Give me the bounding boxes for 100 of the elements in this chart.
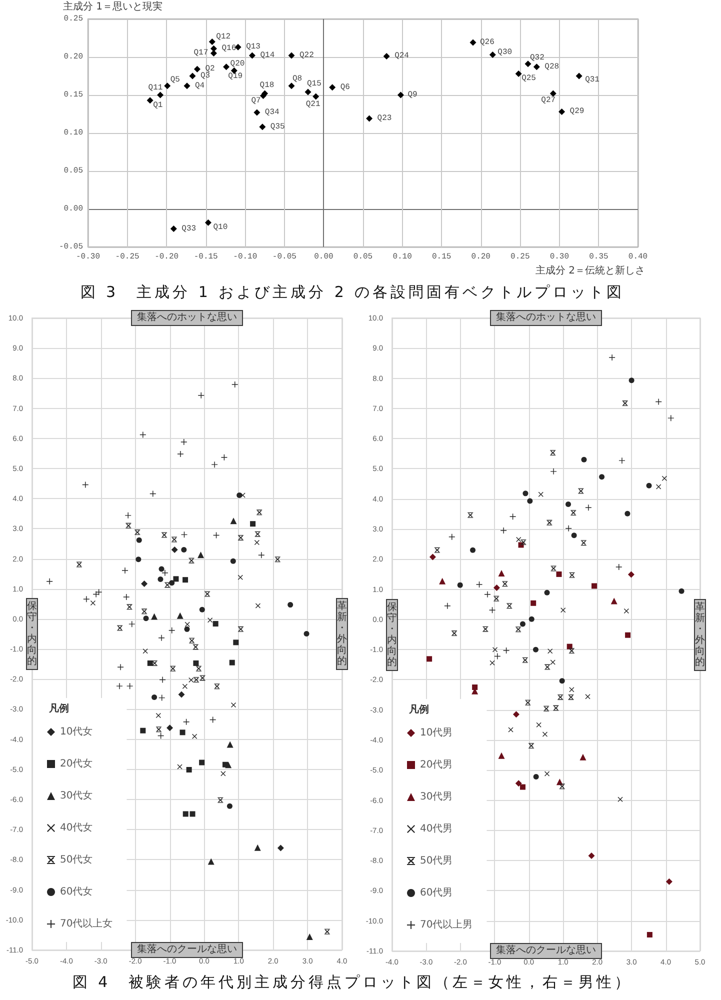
point <box>177 451 184 458</box>
point <box>236 492 242 498</box>
point <box>536 722 542 728</box>
data-label: Q1 <box>153 100 163 110</box>
point <box>158 634 165 641</box>
x-tick-label: 0.10 <box>392 252 412 262</box>
point <box>172 536 178 542</box>
point <box>472 684 478 690</box>
data-label: Q7 <box>251 96 262 106</box>
point <box>192 734 198 739</box>
point <box>199 760 205 766</box>
data-label: Q32 <box>530 53 545 62</box>
point <box>250 521 256 527</box>
point <box>184 622 190 627</box>
legend-title: 凡例 <box>408 704 429 716</box>
x-tick-label: 0.40 <box>628 252 648 262</box>
point <box>136 537 142 543</box>
point <box>585 694 590 700</box>
x-tick-label: 0.30 <box>550 252 570 262</box>
point <box>324 928 330 934</box>
point <box>210 50 217 56</box>
point <box>140 432 146 438</box>
point <box>544 590 550 596</box>
point <box>493 584 500 592</box>
point <box>544 771 550 776</box>
data-label: Q28 <box>544 62 560 72</box>
point <box>524 60 532 68</box>
point <box>494 596 500 602</box>
point <box>544 706 550 712</box>
data-label: Q34 <box>264 108 280 117</box>
point <box>538 492 544 497</box>
point <box>117 625 123 631</box>
point <box>142 608 148 614</box>
point <box>176 612 184 619</box>
point <box>439 578 446 584</box>
data-label: Q17 <box>194 48 208 58</box>
annotation: 革新・外向的 <box>336 598 348 670</box>
annotation: 集落へのホットな思い <box>131 310 243 326</box>
point <box>126 683 133 690</box>
data-label: Q29 <box>570 107 584 116</box>
point <box>366 115 373 122</box>
point <box>288 602 294 608</box>
point <box>170 666 176 672</box>
point <box>580 754 586 760</box>
y-tick-label: 0.25 <box>64 14 84 24</box>
point <box>581 456 587 462</box>
point <box>171 546 178 553</box>
point <box>544 664 550 670</box>
point <box>83 596 90 602</box>
point <box>426 656 432 662</box>
point <box>503 647 510 654</box>
point <box>204 591 210 597</box>
point <box>274 556 280 562</box>
annotation: 集落へのホットな思い <box>490 310 602 326</box>
point <box>238 534 244 540</box>
data-label: Q23 <box>377 114 392 124</box>
point <box>223 64 230 70</box>
point <box>556 571 562 577</box>
point <box>152 694 158 700</box>
legend-title: 凡例 <box>48 702 69 714</box>
point <box>568 648 574 654</box>
legend-label: 20代女 <box>60 758 93 770</box>
point <box>93 591 100 598</box>
data-label: Q22 <box>300 50 314 60</box>
data-label: Q4 <box>195 81 205 90</box>
point <box>515 780 522 787</box>
point <box>646 932 652 938</box>
point <box>569 687 574 692</box>
data-label: Q16 <box>222 44 236 54</box>
point <box>178 691 185 698</box>
point <box>258 552 264 558</box>
point <box>192 644 198 650</box>
point <box>212 621 218 627</box>
point <box>528 616 534 622</box>
point <box>624 510 630 516</box>
point <box>533 774 539 780</box>
point <box>470 547 476 553</box>
data-label: Q3 <box>200 72 210 80</box>
annotation: 集落へのクールな思い <box>131 942 243 958</box>
point <box>220 771 226 776</box>
point <box>162 532 168 538</box>
data-label: Q10 <box>213 223 228 232</box>
point <box>238 574 243 580</box>
x-tick-label: -0.25 <box>115 252 140 262</box>
data-label: Q24 <box>394 52 410 61</box>
x-tick-label: 0.15 <box>432 252 452 262</box>
legend-label: 20代男 <box>420 760 453 770</box>
point <box>304 630 310 636</box>
point <box>646 482 652 488</box>
annotation: 保守・内向的 <box>386 598 398 670</box>
point <box>146 97 154 104</box>
point <box>162 570 168 576</box>
point <box>492 647 498 652</box>
data-label: Q19 <box>228 72 243 82</box>
point <box>254 109 260 116</box>
point <box>383 52 390 60</box>
point <box>656 398 662 405</box>
point <box>170 226 177 232</box>
point <box>169 580 175 586</box>
point <box>123 594 130 600</box>
